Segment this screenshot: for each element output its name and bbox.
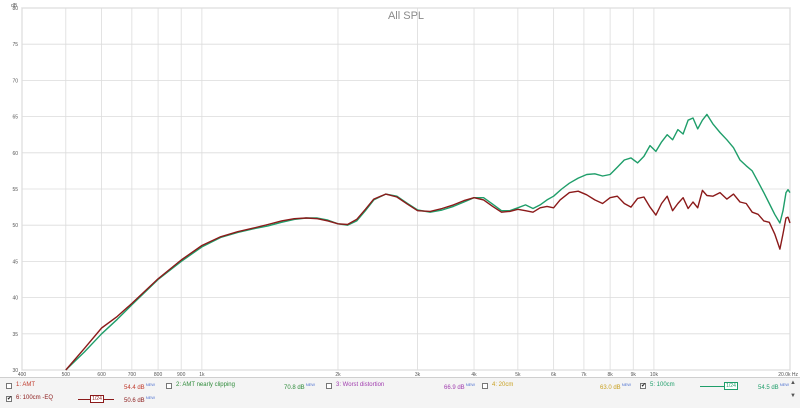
x-tick-label: 600 [97,372,106,377]
legend-row-2: ✔ 6: 100cm -EQ 1/24 50.6 dBNEW ▼ [0,393,800,407]
legend-row-1: 1: AMT 54.4 dBNEW 2: AMT nearly clipping… [0,380,800,394]
checkbox-worst-distortion[interactable] [326,383,332,389]
series-line-100cm-eq [65,189,791,371]
x-tick-label: 500 [62,372,71,377]
chart-title: All SPL [388,10,424,22]
legend-value-100cm-eq: 50.6 dBNEW [124,395,156,404]
x-tick-label: 8k [607,372,613,377]
x-tick-label: 5k [515,372,521,377]
x-tick-label: 20.0k Hz [778,372,798,377]
y-tick-label: 80 [12,6,18,12]
legend-value-worst-distortion: 66.9 dBNEW [444,382,476,391]
y-tick-label: 35 [12,332,18,338]
x-tick-label: 9k [631,372,637,377]
legend-item-amt[interactable]: 1: AMT 54.4 dBNEW [6,380,166,394]
legend-swatch-100cm [700,386,738,387]
checkbox-amt-nearly-clipping[interactable] [166,383,172,389]
x-tick-label: 10k [650,372,659,377]
y-tick-label: 40 [12,296,18,302]
legend-item-20cm[interactable]: 4: 20cm 63.0 dBNEW [482,380,642,394]
checkbox-amt[interactable] [6,383,12,389]
legend-label-100cm-eq: 6: 100cm -EQ [16,395,54,401]
checkbox-100cm-eq[interactable]: ✔ [6,396,13,402]
legend-label-amt: 1: AMT [16,382,36,388]
y-tick-label: 50 [12,223,18,229]
smoothing-badge-100cm[interactable]: 1/24 [724,382,738,390]
y-tick-label: 30 [12,368,18,374]
legend-label-worst-distortion: 3: Worst distortion [336,382,385,388]
y-tick-label: 70 [12,78,18,84]
legend-scroll-down-icon[interactable]: ▼ [790,393,796,399]
y-tick-label: 45 [12,259,18,265]
legend-item-100cm-eq[interactable]: ✔ 6: 100cm -EQ 1/24 50.6 dBNEW [6,393,166,407]
legend-value-amt-nearly-clipping: 70.8 dBNEW [284,382,316,391]
y-tick-label: 75 [12,42,18,48]
x-tick-label: 6k [551,372,557,377]
legend-value-amt: 54.4 dBNEW [124,382,156,391]
legend-item-amt-nearly-clipping[interactable]: 2: AMT nearly clipping 70.8 dBNEW [166,380,326,394]
smoothing-badge-100cm-eq[interactable]: 1/24 [90,395,104,403]
y-axis-unit-label: dB [11,3,18,9]
legend-value-100cm: 54.5 dBNEW [758,382,790,391]
x-tick-label: 700 [128,372,137,377]
x-tick-label: 400 [18,372,27,377]
legend-label-amt-nearly-clipping: 2: AMT nearly clipping [176,382,235,388]
y-tick-label: 65 [12,115,18,121]
legend-panel: 1: AMT 54.4 dBNEW 2: AMT nearly clipping… [0,377,800,408]
checkbox-20cm[interactable] [482,383,488,389]
x-tick-label: 1k [199,372,205,377]
legend-value-20cm: 63.0 dBNEW [600,382,632,391]
legend-item-worst-distortion[interactable]: 3: Worst distortion 66.9 dBNEW [326,380,486,394]
x-tick-label: 4k [471,372,477,377]
x-tick-label: 7k [581,372,587,377]
x-tick-label: 2k [335,372,341,377]
y-tick-label: 55 [12,187,18,193]
legend-scroll-up-icon[interactable]: ▲ [790,380,796,386]
x-tick-label: 800 [154,372,163,377]
x-tick-label: 900 [177,372,186,377]
legend-label-100cm: 5: 100cm [650,382,675,388]
x-tick-label: 3k [415,372,421,377]
checkbox-100cm[interactable]: ✔ [640,383,647,389]
legend-item-100cm[interactable]: ✔ 5: 100cm 1/24 54.5 dBNEW [640,380,790,394]
y-tick-label: 60 [12,151,18,157]
legend-label-20cm: 4: 20cm [492,382,514,388]
